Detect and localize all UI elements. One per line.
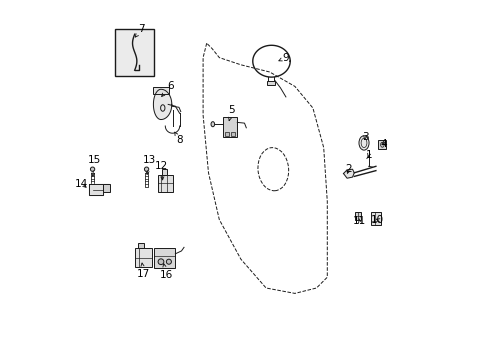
Text: 14: 14 <box>75 179 88 189</box>
Ellipse shape <box>90 167 95 171</box>
Bar <box>135 248 151 267</box>
Bar <box>266 81 275 85</box>
Text: 13: 13 <box>142 155 155 175</box>
Bar <box>153 87 168 94</box>
Bar <box>138 243 143 248</box>
Text: 9: 9 <box>278 53 288 63</box>
Bar <box>355 212 361 220</box>
Text: 8: 8 <box>174 132 183 145</box>
Bar <box>224 132 228 136</box>
Bar <box>158 175 173 192</box>
Text: 6: 6 <box>162 81 174 96</box>
Bar <box>115 29 154 76</box>
Text: 16: 16 <box>160 264 173 280</box>
Bar <box>230 132 235 136</box>
Text: 2: 2 <box>345 164 351 174</box>
Ellipse shape <box>211 122 214 127</box>
Text: 12: 12 <box>155 161 168 180</box>
Text: 11: 11 <box>352 216 366 226</box>
Bar <box>154 248 175 268</box>
Ellipse shape <box>158 259 163 265</box>
Text: 10: 10 <box>370 215 384 225</box>
Polygon shape <box>153 89 171 120</box>
Bar <box>378 140 386 149</box>
Bar <box>370 212 380 225</box>
Bar <box>162 169 166 175</box>
Text: 1: 1 <box>365 150 371 160</box>
Bar <box>102 184 110 192</box>
Text: 3: 3 <box>361 132 367 142</box>
Text: 15: 15 <box>87 155 101 176</box>
Ellipse shape <box>144 167 148 171</box>
Text: 5: 5 <box>228 105 235 121</box>
Ellipse shape <box>166 259 171 264</box>
Polygon shape <box>343 169 354 178</box>
Text: 4: 4 <box>380 139 386 149</box>
Polygon shape <box>89 184 108 195</box>
Ellipse shape <box>380 142 384 147</box>
Ellipse shape <box>358 136 368 150</box>
Text: 17: 17 <box>137 263 150 279</box>
Text: 7: 7 <box>135 24 145 37</box>
Bar <box>223 117 237 137</box>
